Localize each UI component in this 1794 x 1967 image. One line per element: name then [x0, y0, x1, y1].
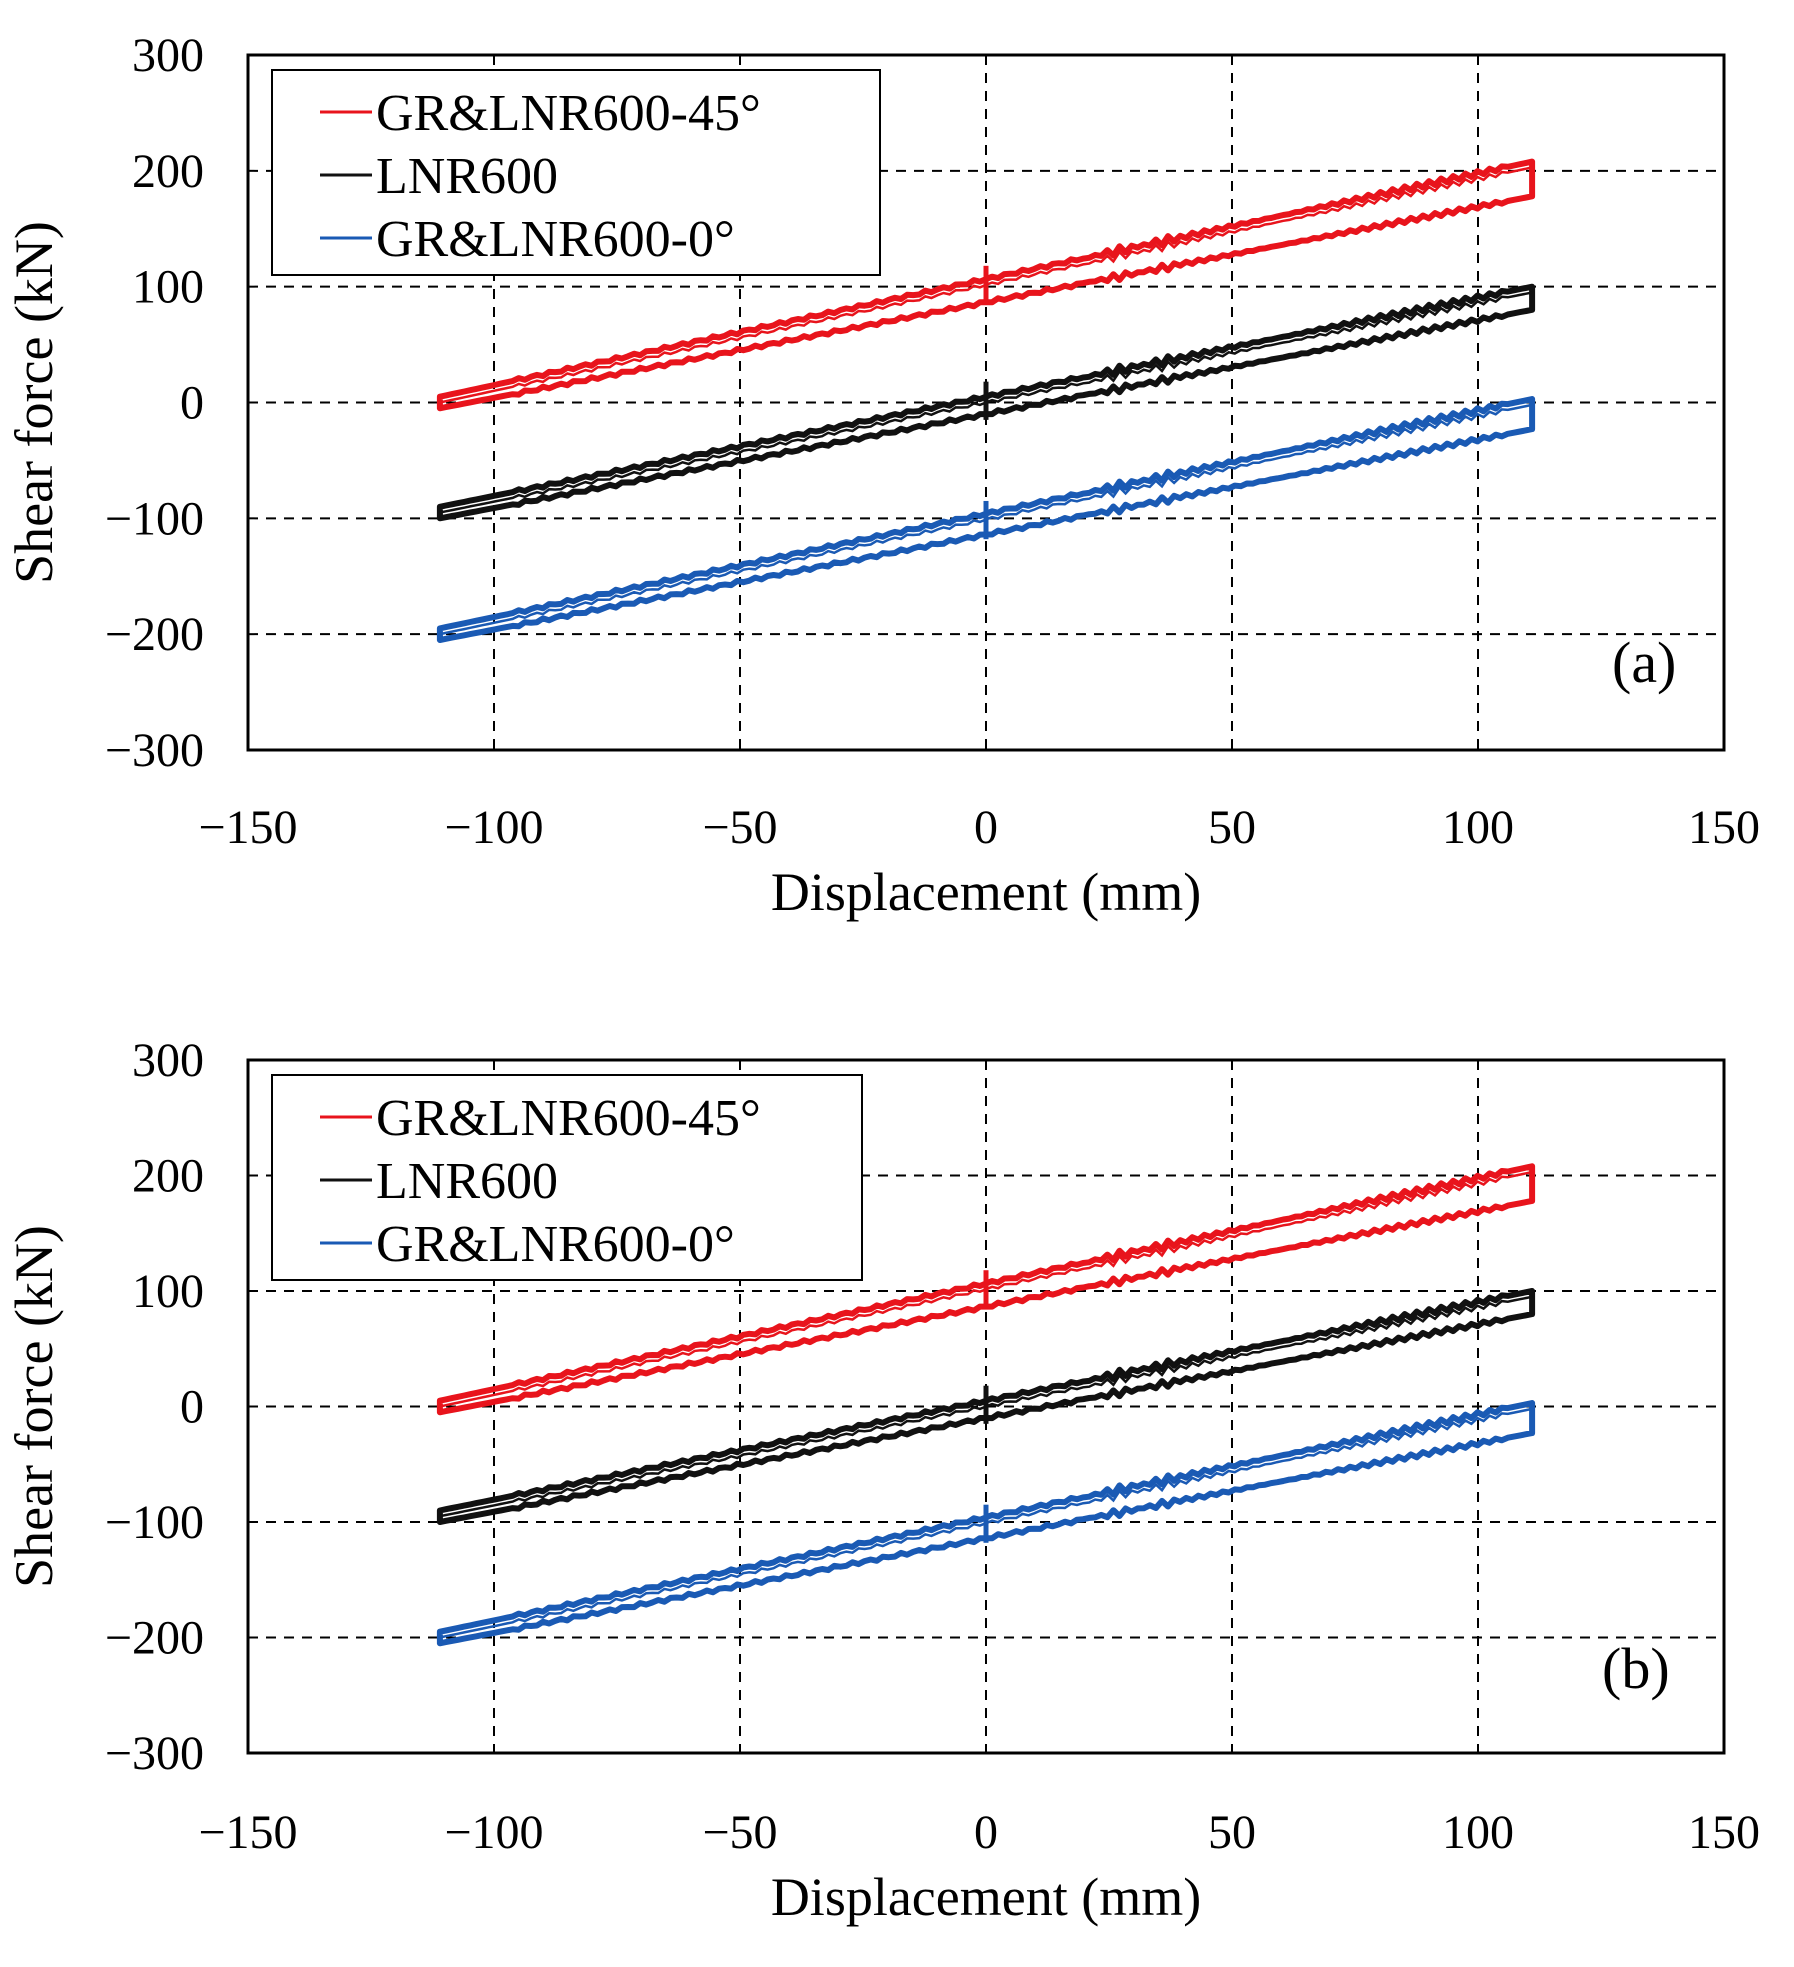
y-tick-label: 0 — [180, 1381, 204, 1434]
legend-label-1: LNR600 — [376, 1153, 558, 1210]
series-loop-1 — [436, 1288, 1536, 1525]
y-tick-label: −100 — [105, 1496, 204, 1549]
legend-label-2: GR&LNR600-0° — [376, 211, 735, 268]
x-tick-label: −150 — [198, 1806, 297, 1859]
panel-label: (a) — [1612, 630, 1676, 695]
x-tick-label: 0 — [974, 1806, 998, 1859]
y-tick-label: 0 — [180, 377, 204, 430]
x-tick-label: 100 — [1442, 1806, 1514, 1859]
y-tick-label: 100 — [132, 261, 204, 314]
x-axis-title: Displacement (mm) — [771, 862, 1201, 922]
y-tick-label: −200 — [105, 608, 204, 661]
x-tick-label: 150 — [1688, 1806, 1760, 1859]
y-tick-label: −200 — [105, 1612, 204, 1665]
y-axis-title: Shear force (kN) — [4, 1225, 64, 1588]
series-loop-0 — [436, 1163, 1536, 1416]
plot-frame — [246, 53, 1726, 752]
legend: GR&LNR600-45° LNR600 GR&LNR600-0° — [271, 69, 881, 276]
y-tick-label: −300 — [105, 724, 204, 777]
y-tick-label: 200 — [132, 145, 204, 198]
series-loop-2 — [436, 1400, 1536, 1647]
chart-panel-b: −150 −100 −50 0 50 100 150 −300 −200 −100 0 100 200 3… — [4, 1034, 1760, 1927]
legend-label-2: GR&LNR600-0° — [376, 1216, 735, 1273]
x-tick-label: −50 — [702, 1806, 777, 1859]
legend-box — [271, 1074, 863, 1281]
plot-frame — [246, 1058, 1726, 1755]
x-tick-label: 100 — [1442, 801, 1514, 854]
x-tick-label: 150 — [1688, 801, 1760, 854]
y-tick-label: 300 — [132, 1034, 204, 1087]
chart-panel-a: −150 −100 −50 0 50 100 150 −300 −200 −100 0 100 200 3… — [4, 29, 1760, 922]
x-tick-label: −100 — [444, 801, 543, 854]
x-tick-label: −50 — [702, 801, 777, 854]
y-tick-label: 100 — [132, 1265, 204, 1318]
x-tick-label: 0 — [974, 801, 998, 854]
x-tick-label: 50 — [1208, 801, 1256, 854]
y-axis-title: Shear force (kN) — [4, 221, 64, 584]
legend-label-0: GR&LNR600-45° — [376, 1090, 761, 1147]
y-tick-label: −300 — [105, 1727, 204, 1780]
legend-label-0: GR&LNR600-45° — [376, 85, 761, 142]
x-tick-label: −150 — [198, 801, 297, 854]
series-loop-1 — [436, 283, 1536, 522]
legend-label-1: LNR600 — [376, 148, 558, 205]
legend-box — [271, 69, 881, 276]
panel-label: (b) — [1602, 1636, 1670, 1701]
series-loop-0 — [436, 158, 1536, 412]
series-loop-2 — [436, 396, 1536, 643]
x-tick-label: −100 — [444, 1806, 543, 1859]
y-tick-label: −100 — [105, 492, 204, 545]
y-tick-label: 200 — [132, 1150, 204, 1203]
y-tick-label: 300 — [132, 29, 204, 82]
legend: GR&LNR600-45° LNR600 GR&LNR600-0° — [271, 1074, 863, 1281]
x-tick-label: 50 — [1208, 1806, 1256, 1859]
x-axis-title: Displacement (mm) — [771, 1867, 1201, 1927]
